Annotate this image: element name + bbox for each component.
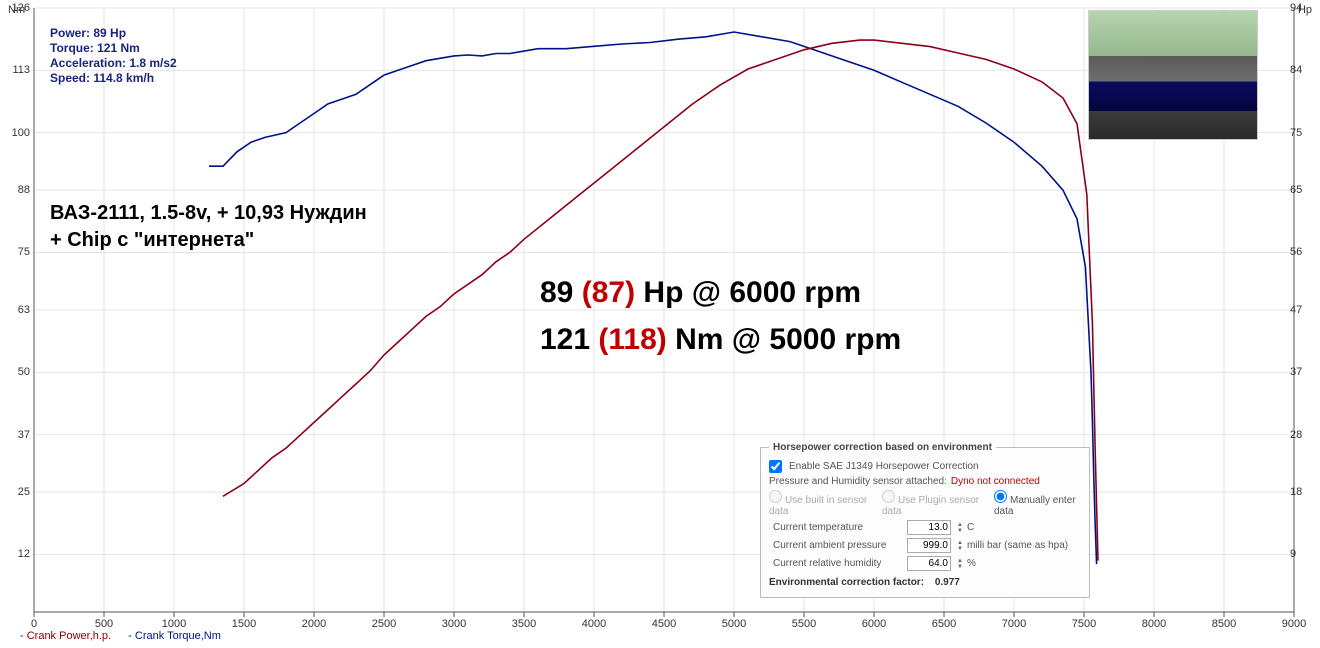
y-tick-right: 28 <box>1290 429 1312 441</box>
radio-builtin-label: Use built in sensor data <box>769 495 867 517</box>
y-tick-right: 65 <box>1290 184 1312 196</box>
y-tick-right: 84 <box>1290 64 1312 76</box>
y-tick-left: 88 <box>8 184 30 196</box>
radio-manual[interactable] <box>994 490 1007 503</box>
x-tick: 9000 <box>1282 618 1306 630</box>
vehicle-title-line1: ВАЗ-2111, 1.5-8v, + 10,93 Нуждин <box>50 200 367 227</box>
x-tick: 0 <box>31 618 37 630</box>
x-tick: 5000 <box>722 618 746 630</box>
y-tick-right: 75 <box>1290 127 1312 139</box>
press-unit: milli bar (same as hpa) <box>967 540 1068 551</box>
x-tick: 7500 <box>1072 618 1096 630</box>
y-tick-left: 100 <box>8 127 30 139</box>
radio-builtin <box>769 490 782 503</box>
result-nm-main: 121 <box>540 323 590 356</box>
press-input[interactable] <box>907 538 951 553</box>
sensor-status: Dyno not connected <box>951 476 1040 487</box>
y-tick-right: 37 <box>1290 366 1312 378</box>
hp-correction-panel: Horsepower correction based on environme… <box>760 447 1090 598</box>
stats-box: Power: 89 Hp Torque: 121 Nm Acceleration… <box>50 26 177 86</box>
y-tick-left: 12 <box>8 548 30 560</box>
y-tick-right: 9 <box>1290 548 1312 560</box>
x-tick: 3500 <box>512 618 536 630</box>
legend-torque: - Crank Torque,Nm <box>128 630 221 642</box>
y-tick-right: 94 <box>1290 2 1312 14</box>
x-tick: 3000 <box>442 618 466 630</box>
y-tick-right: 47 <box>1290 304 1312 316</box>
sensor-line-pre: Pressure and Humidity sensor attached: <box>769 476 947 487</box>
x-tick: 500 <box>95 618 113 630</box>
x-tick: 1000 <box>162 618 186 630</box>
ecf-label: Environmental correction factor: <box>769 577 924 588</box>
stat-speed: Speed: 114.8 km/h <box>50 71 177 86</box>
result-hp-rest: Hp @ 6000 rpm <box>635 276 861 309</box>
press-label: Current ambient pressure <box>773 540 903 551</box>
temp-label: Current temperature <box>773 522 903 533</box>
humid-unit: % <box>967 558 976 569</box>
y-tick-right: 18 <box>1290 486 1312 498</box>
x-tick: 6500 <box>932 618 956 630</box>
stat-torque: Torque: 121 Nm <box>50 41 177 56</box>
y-tick-right: 56 <box>1290 246 1312 258</box>
vehicle-title: ВАЗ-2111, 1.5-8v, + 10,93 Нуждин + Chip … <box>50 200 367 254</box>
temp-input[interactable] <box>907 520 951 535</box>
stat-accel: Acceleration: 1.8 m/s2 <box>50 56 177 71</box>
x-tick: 5500 <box>792 618 816 630</box>
result-nm-paren: (118) <box>598 323 666 356</box>
legend-power: - Crank Power,h.p. <box>20 630 111 642</box>
x-tick: 8500 <box>1212 618 1236 630</box>
vehicle-title-line2: + Chip c "интернета" <box>50 227 367 254</box>
radio-plugin <box>882 490 895 503</box>
y-tick-left: 75 <box>8 246 30 258</box>
result-hp-main: 89 <box>540 276 573 309</box>
x-tick: 2500 <box>372 618 396 630</box>
humid-label: Current relative humidity <box>773 558 903 569</box>
ecf-value: 0.977 <box>935 577 960 588</box>
result-nm-rest: Nm @ 5000 rpm <box>667 323 901 356</box>
enable-correction-checkbox[interactable] <box>769 460 782 473</box>
radio-plugin-label: Use Plugin sensor data <box>882 495 979 517</box>
x-tick: 4500 <box>652 618 676 630</box>
y-tick-left: 113 <box>8 64 30 76</box>
y-tick-left: 50 <box>8 366 30 378</box>
x-tick: 8000 <box>1142 618 1166 630</box>
result-hp-paren: (87) <box>582 276 635 309</box>
y-tick-left: 25 <box>8 486 30 498</box>
y-tick-left: 37 <box>8 429 30 441</box>
y-tick-left: 63 <box>8 304 30 316</box>
x-tick: 6000 <box>862 618 886 630</box>
humid-input[interactable] <box>907 556 951 571</box>
legend-bottom: - Crank Power,h.p. - Crank Torque,Nm <box>20 630 221 642</box>
car-thumbnail <box>1088 10 1258 140</box>
x-tick: 7000 <box>1002 618 1026 630</box>
center-results: 89 (87) Hp @ 6000 rpm 121 (118) Nm @ 500… <box>540 270 901 363</box>
x-tick: 2000 <box>302 618 326 630</box>
x-tick: 4000 <box>582 618 606 630</box>
stat-power: Power: 89 Hp <box>50 26 177 41</box>
hp-panel-title: Horsepower correction based on environme… <box>769 442 996 453</box>
x-tick: 1500 <box>232 618 256 630</box>
enable-correction-label: Enable SAE J1349 Horsepower Correction <box>789 461 979 472</box>
y-tick-left: 126 <box>8 2 30 14</box>
temp-unit: C <box>967 522 974 533</box>
